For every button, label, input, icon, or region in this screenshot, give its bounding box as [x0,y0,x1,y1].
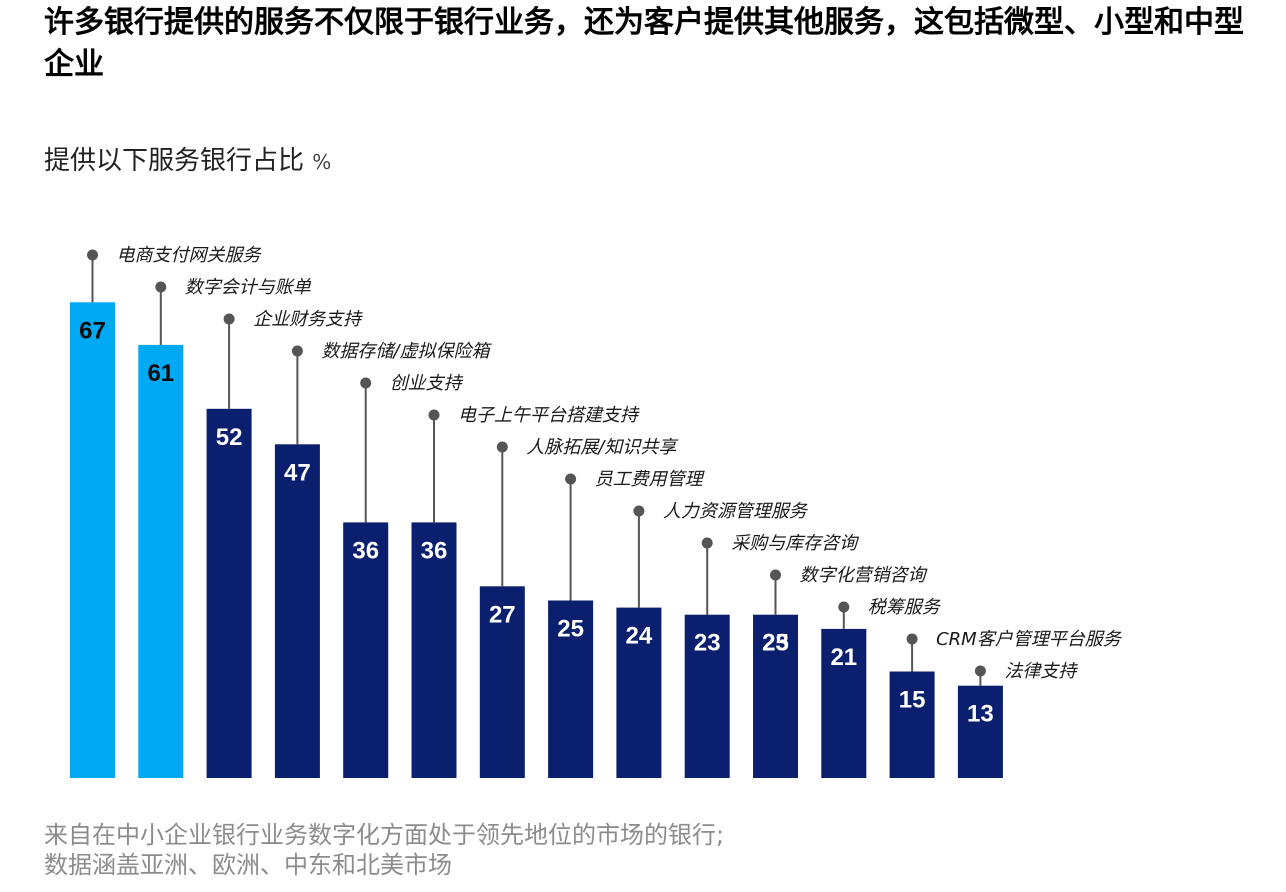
value-label: 52 [216,424,243,451]
category-label: 电子上午平台搭建支持 [458,405,640,426]
category-label: 创业支持 [390,373,464,394]
bar [479,586,525,778]
value-label: 36 [352,537,379,564]
bar [957,685,1003,778]
category-label: 电商支付网关服务 [117,245,263,266]
bar [548,600,594,778]
leader-dot [633,505,645,517]
bar [274,444,320,778]
leader-dot [291,345,303,357]
value-label: 13 [967,701,994,728]
value-label: 21 [830,644,857,671]
leader-dot [496,441,508,453]
value-label: 36 [421,537,448,564]
value-label: 24 [626,623,653,650]
category-label: 税筹服务 [868,597,942,618]
value-label: 23 [762,630,789,657]
value-label: 25 [557,616,584,643]
category-label: 数字会计与账单 [185,277,312,298]
bar [70,302,115,778]
leader-dot [906,633,918,645]
subtitle-unit: % [312,150,332,174]
leader-dot [155,281,167,293]
value-label: 15 [899,687,926,714]
category-label: CRM客户管理平台服务 [936,629,1123,650]
bar [138,344,184,778]
value-label: 47 [284,459,311,486]
leader-dot [770,569,781,581]
leader-dot [223,313,235,325]
value-label: 61 [147,360,174,387]
leader-dot [87,249,98,261]
value-label: 23 [694,630,721,657]
category-label: 采购与库存咨询 [731,533,860,554]
leader-dot [360,377,372,389]
value-label: 67 [79,317,106,344]
category-label: 法律支持 [1004,661,1078,682]
bar [821,628,867,778]
leader-dot [428,409,440,421]
leader-dot [565,473,577,485]
leader-dot [701,537,713,549]
category-label: 数据存储/虚拟保险箱 [321,341,492,362]
footnote-line-2: 数据涵盖亚洲、欧洲、中东和北美市场 [44,851,452,879]
category-label: 数字化营销咨询 [800,565,929,586]
category-label: 员工费用管理 [595,469,706,490]
category-label: 人力资源管理服务 [663,501,809,522]
bar [411,522,457,778]
value-label: 25 [762,630,789,657]
bar [616,607,662,778]
value-label: 27 [489,601,516,628]
bar [753,614,798,778]
category-label: 企业财务支持 [253,309,363,330]
category-label: 人脉拓展/知识共享 [526,437,679,458]
bar [684,614,730,778]
footnote: 来自在中小企业银行业务数字化方面处于领先地位的市场的银行; 数据涵盖亚洲、欧洲、… [44,820,724,880]
bar [889,671,935,778]
chart-title: 许多银行提供的服务不仅限于银行业务，还为客户提供其他服务，这包括微型、小型和中型… [44,5,1244,82]
chart-subtitle: 提供以下服务银行占比 % [44,144,331,179]
bar [343,522,389,778]
leader-dot [838,601,850,613]
bar [206,408,252,778]
leader-dot [974,665,986,677]
subtitle-text: 提供以下服务银行占比 [44,146,305,176]
footnote-line-1: 来自在中小企业银行业务数字化方面处于领先地位的市场的银行; [44,821,725,849]
